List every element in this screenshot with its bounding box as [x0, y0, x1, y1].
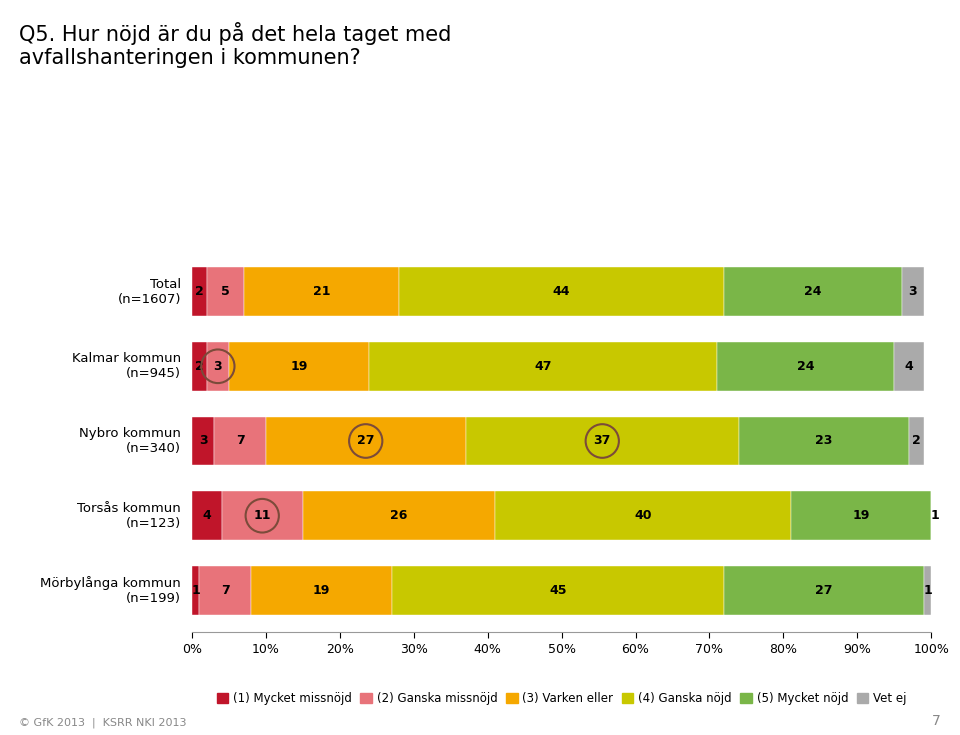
Text: © GfK 2013  |  KSRR NKI 2013: © GfK 2013 | KSRR NKI 2013 [19, 717, 186, 728]
Bar [924, 566, 931, 614]
Bar [392, 566, 724, 614]
Text: 1: 1 [930, 509, 939, 523]
Text: 7: 7 [221, 584, 229, 597]
Text: 19: 19 [852, 509, 870, 523]
Bar [192, 566, 200, 614]
Text: 19: 19 [313, 584, 330, 597]
Text: 2: 2 [912, 434, 921, 448]
Bar [303, 492, 495, 540]
Bar [192, 417, 214, 465]
Bar [222, 492, 303, 540]
Text: Q5. Hur nöjd är du på det hela taget med
avfallshanteringen i kommunen?: Q5. Hur nöjd är du på det hela taget med… [19, 22, 451, 68]
Bar [724, 566, 924, 614]
Text: 7: 7 [235, 434, 245, 448]
Text: 45: 45 [549, 584, 566, 597]
Text: 4: 4 [904, 359, 913, 373]
Bar [909, 417, 924, 465]
Text: 24: 24 [804, 285, 822, 298]
Bar [252, 566, 392, 614]
Bar [791, 492, 931, 540]
Bar [370, 342, 717, 390]
Text: 26: 26 [391, 509, 408, 523]
Text: GfK: GfK [817, 47, 882, 78]
Bar [466, 417, 739, 465]
Text: 2: 2 [195, 285, 204, 298]
Bar [200, 566, 252, 614]
Text: 4: 4 [203, 509, 211, 523]
Bar [495, 492, 791, 540]
Bar [228, 342, 370, 390]
Text: 11: 11 [253, 509, 271, 523]
Bar [894, 342, 924, 390]
Bar [717, 342, 895, 390]
Text: 47: 47 [535, 359, 552, 373]
Text: 1: 1 [191, 584, 200, 597]
Bar [931, 492, 939, 540]
Bar [399, 268, 724, 316]
Text: 7: 7 [932, 714, 941, 728]
Text: 3: 3 [908, 285, 917, 298]
Bar [724, 268, 901, 316]
Text: 21: 21 [313, 285, 330, 298]
Text: 5: 5 [221, 285, 229, 298]
Text: 3: 3 [213, 359, 222, 373]
Bar [244, 268, 399, 316]
Text: 27: 27 [815, 584, 832, 597]
Text: 3: 3 [199, 434, 207, 448]
Text: 44: 44 [553, 285, 570, 298]
Text: 40: 40 [635, 509, 652, 523]
Bar [901, 268, 924, 316]
Bar [266, 417, 466, 465]
Text: 37: 37 [593, 434, 611, 448]
Text: 1: 1 [924, 584, 932, 597]
Text: 24: 24 [797, 359, 814, 373]
Text: 23: 23 [815, 434, 832, 448]
Bar [192, 268, 206, 316]
Text: 27: 27 [357, 434, 374, 448]
Bar [192, 342, 206, 390]
Bar [206, 342, 228, 390]
Bar [206, 268, 244, 316]
Bar [739, 417, 909, 465]
Bar [214, 417, 266, 465]
Bar [192, 492, 222, 540]
Text: 2: 2 [195, 359, 204, 373]
Legend: (1) Mycket missnöjd, (2) Ganska missnöjd, (3) Varken eller, (4) Ganska nöjd, (5): (1) Mycket missnöjd, (2) Ganska missnöjd… [212, 688, 911, 710]
Text: 19: 19 [291, 359, 308, 373]
